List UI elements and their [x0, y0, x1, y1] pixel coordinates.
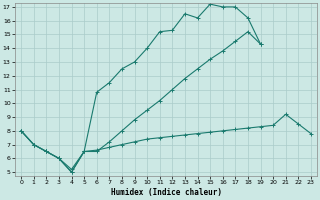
- X-axis label: Humidex (Indice chaleur): Humidex (Indice chaleur): [110, 188, 221, 197]
